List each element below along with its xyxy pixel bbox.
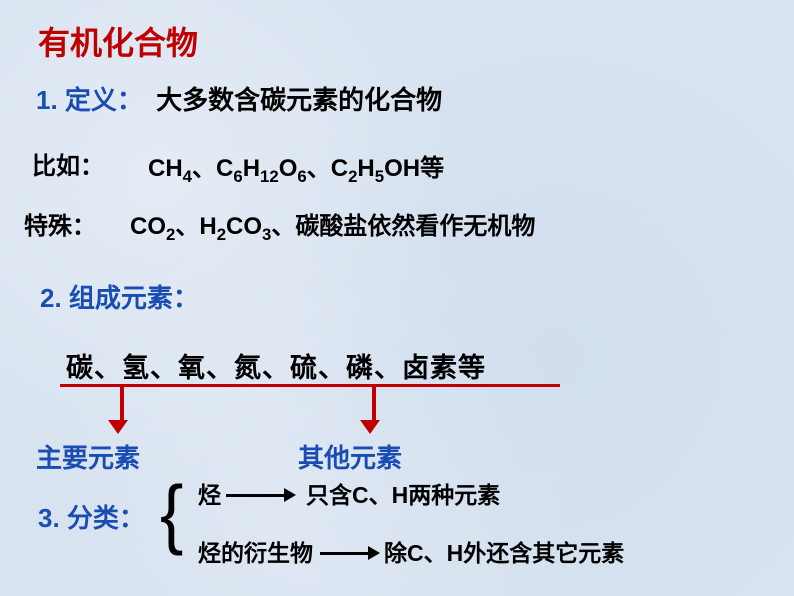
arrow-down-other <box>368 385 380 434</box>
section1-text: 大多数含碳元素的化合物 <box>156 85 442 115</box>
special-formulas: CO2、H2CO3、碳酸盐依然看作无机物 <box>130 206 535 245</box>
class-row2-right: 除C、H外还含其它元素 <box>384 534 624 568</box>
page-title: 有机化合物 <box>38 18 198 64</box>
class-row1-right: 只含C、H两种元素 <box>306 476 500 510</box>
group-other: 其他元素 <box>298 438 402 475</box>
arrow-down-main <box>116 385 128 434</box>
brace-icon: { <box>160 475 183 552</box>
section1-num: 1. 定义： <box>36 85 143 115</box>
group-main: 主要元素 <box>36 438 140 475</box>
example-formulas: CH4、C6H12O6、C2H5OH等 <box>148 148 444 187</box>
example-label: 比如： <box>32 153 104 180</box>
arrow-right-1 <box>226 488 296 502</box>
elements-list: 碳、氢、氧、氮、硫、磷、卤素等 <box>66 346 486 385</box>
class-row2-left: 烃的衍生物 <box>198 534 313 568</box>
arrow-right-2 <box>320 546 380 560</box>
section2-num: 2. 组成元素： <box>40 283 199 313</box>
section3-num: 3. 分类： <box>38 503 145 533</box>
class-row1-left: 烃 <box>198 476 221 510</box>
special-label: 特殊： <box>24 213 96 240</box>
